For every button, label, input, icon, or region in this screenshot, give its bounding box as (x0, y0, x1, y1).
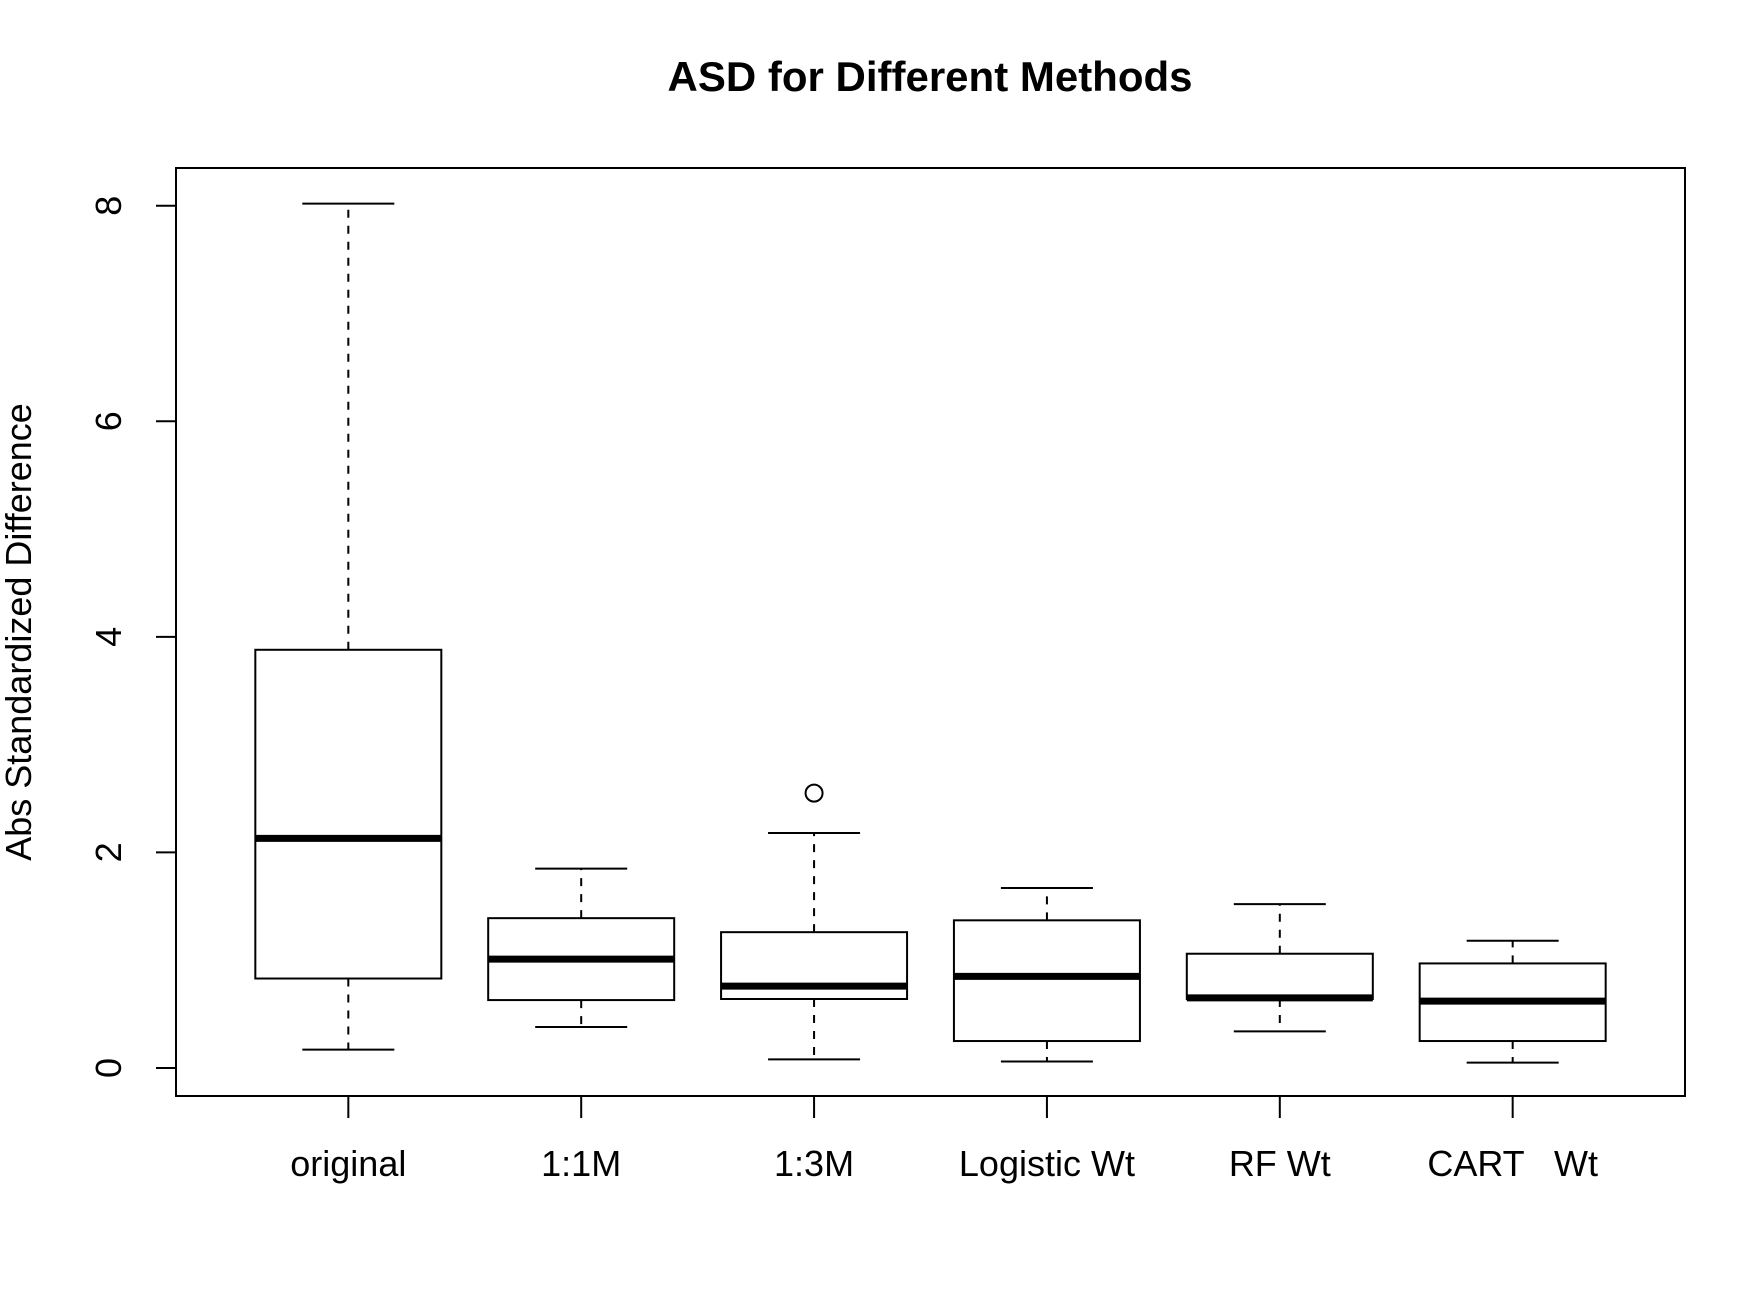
outlier-point (804, 783, 824, 803)
box-group (720, 783, 909, 1061)
y-axis-label: Abs Standardized Difference (0, 403, 39, 861)
y-tick-label: 2 (88, 842, 129, 862)
y-tick-label: 0 (88, 1058, 129, 1078)
x-tick-label: 1:1M (541, 1143, 621, 1184)
box-group (487, 867, 676, 1029)
x-tick-label: CART Wt (1427, 1143, 1598, 1184)
x-axis: original 1:1M 1:3M Logistic Wt RF Wt CART Wt (290, 1096, 1598, 1184)
x-tick-label: RF Wt (1229, 1143, 1331, 1184)
x-tick-label: 1:3M (774, 1143, 854, 1184)
y-tick-label: 4 (88, 627, 129, 647)
box-group (952, 886, 1141, 1063)
y-tick-label: 6 (88, 411, 129, 431)
box-group (1418, 939, 1607, 1064)
box-group (1185, 903, 1374, 1033)
box-iqr (254, 648, 443, 980)
y-tick-label: 8 (88, 196, 129, 216)
box-group (254, 202, 443, 1051)
box-iqr (1185, 952, 1374, 1000)
chart-title: ASD for Different Methods (668, 53, 1193, 100)
y-axis: 0 2 4 6 8 (88, 196, 177, 1078)
x-tick-label: original (290, 1143, 406, 1184)
box-iqr (952, 919, 1141, 1043)
x-tick-label: Logistic Wt (959, 1143, 1135, 1184)
boxplot-series (254, 202, 1607, 1064)
